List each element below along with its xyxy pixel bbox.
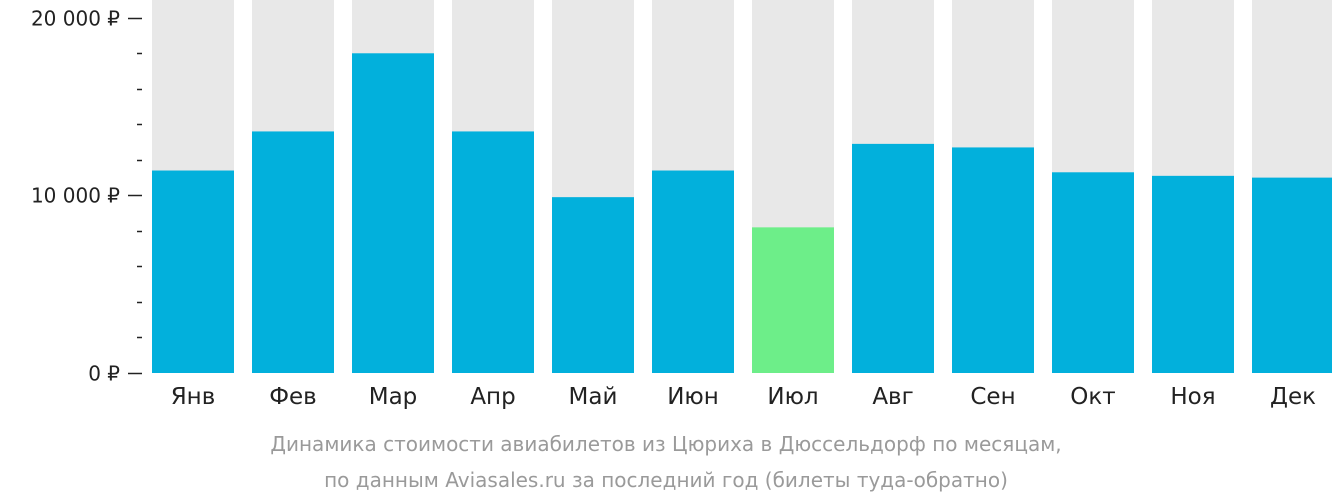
x-axis-labels: Янв Фев Мар Апр Май Июн Июл Авг Сен Окт Ноя Дек (171, 384, 1316, 410)
x-tick-label: Окт (1070, 384, 1115, 410)
chart-caption-line-2: по данным Aviasales.ru за последний год … (324, 468, 1008, 492)
bar-2 (252, 131, 334, 373)
bar-9 (952, 147, 1034, 373)
bars-group (152, 0, 1332, 374)
x-tick-label: Июл (767, 384, 818, 410)
bar-4 (452, 131, 534, 373)
bar-1 (152, 170, 234, 373)
y-tick-label: 10 000 ₽ (31, 184, 120, 208)
x-tick-label: Фев (269, 384, 317, 410)
x-tick-label: Июн (667, 384, 719, 410)
y-axis: 0 ₽ 10 000 ₽ 20 000 ₽ (31, 7, 142, 386)
y-tick-label: 0 ₽ (88, 362, 120, 386)
x-tick-label: Ноя (1170, 384, 1215, 410)
bar-11 (1152, 175, 1234, 373)
chart-caption-line-1: Динамика стоимости авиабилетов из Цюриха… (270, 432, 1062, 456)
bar-12 (1252, 177, 1332, 373)
x-tick-label: Апр (470, 384, 515, 410)
y-tick-label: 20 000 ₽ (31, 7, 120, 31)
bar-6 (652, 170, 734, 373)
x-tick-label: Май (569, 384, 618, 410)
x-tick-label: Янв (171, 384, 216, 410)
bar-3 (352, 53, 434, 374)
bar-5 (552, 197, 634, 373)
bar-10 (1052, 172, 1134, 373)
bar-8 (852, 143, 934, 373)
bar-7 (752, 227, 834, 373)
x-tick-label: Сен (970, 384, 1015, 410)
x-tick-label: Мар (369, 384, 418, 410)
x-tick-label: Авг (872, 384, 913, 410)
x-tick-label: Дек (1270, 384, 1316, 410)
